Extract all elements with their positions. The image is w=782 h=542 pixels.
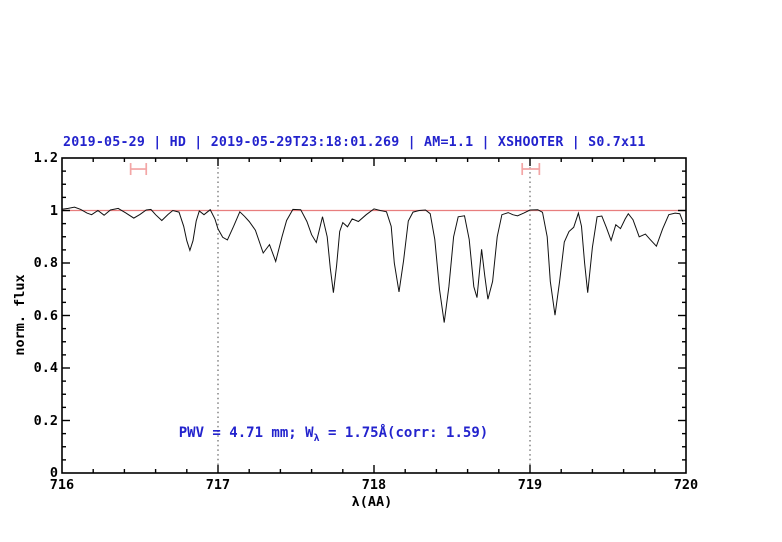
y-tick-label: 0 [49,465,58,481]
y-tick-label: 1.2 [33,150,58,166]
x-tick-label: 718 [361,477,387,493]
x-tick-label: 717 [205,477,231,493]
plot-title: 2019-05-29 | HD | 2019-05-29T23:18:01.26… [63,135,646,150]
pwv-annotation-subscript: λ [313,432,320,444]
y-tick-label: 1 [49,202,58,219]
x-tick-label: 716 [49,477,75,493]
pwv-annotation-prefix: PWV = 4.71 mm; W [178,425,314,441]
y-tick-label: 0.6 [33,307,58,324]
x-tick-label: 720 [673,477,699,493]
spectrum-line [61,206,684,323]
y-tick-label: 0.8 [33,255,58,271]
y-tick-label: 0.4 [33,360,58,376]
y-tick-label: 0.2 [33,412,58,429]
x-tick-label: 719 [517,477,543,493]
x-axis-label: λ(AA) [351,494,393,510]
pwv-annotation-suffix: = 1.75Å(corr: 1.59) [319,425,489,441]
pwv-annotation: PWV = 4.71 mm; Wλ = 1.75Å(corr: 1.59) [145,409,488,460]
